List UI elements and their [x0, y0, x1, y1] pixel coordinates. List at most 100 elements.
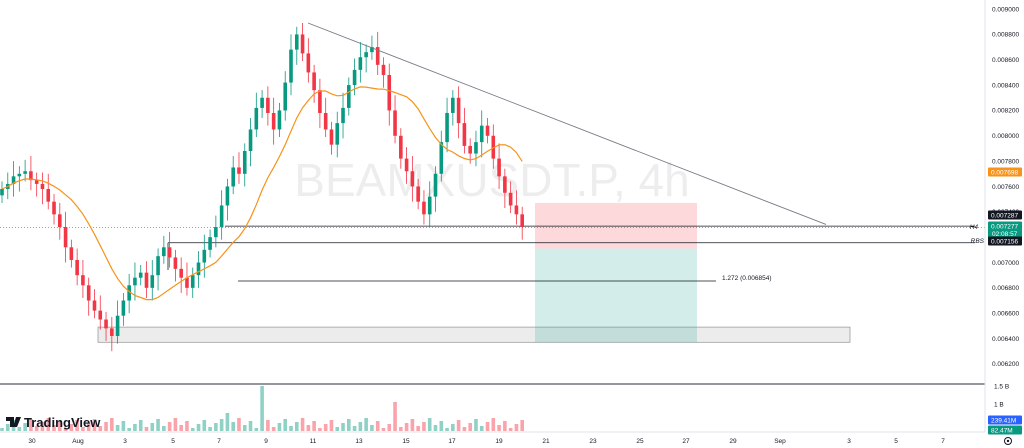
candle: [456, 86, 461, 139]
candle: [393, 95, 397, 144]
candle-body: [185, 277, 189, 288]
candle-body: [312, 72, 316, 91]
volume-bar: [225, 413, 230, 431]
candle-body: [433, 173, 438, 197]
candle-body: [341, 107, 345, 124]
candle: [451, 90, 455, 126]
candle: [306, 38, 311, 83]
time-tick-label: 21: [542, 438, 550, 445]
volume-bar: [196, 424, 201, 431]
take-profit-zone[interactable]: [535, 248, 697, 343]
candle: [23, 159, 27, 182]
time-tick-label: 9: [264, 438, 268, 445]
time-tick-label: 30: [28, 438, 36, 445]
candle-body: [462, 123, 467, 146]
volume-bar: [271, 427, 276, 431]
candle: [173, 249, 178, 282]
price-tick-label: 0.006400: [992, 336, 1019, 343]
candle-body: [404, 158, 409, 172]
candle: [358, 42, 363, 83]
candle: [46, 173, 51, 210]
candle-body: [497, 158, 501, 177]
price-axis[interactable]: 0.009000 0.008800 0.008600 0.008400 0.008200…: [992, 6, 1019, 368]
candle: [121, 292, 126, 326]
volume-bar: [439, 421, 444, 431]
candle-body: [358, 57, 363, 70]
candle-body: [508, 192, 513, 206]
candle-body: [46, 189, 51, 202]
candle-body: [11, 176, 16, 184]
candle-body: [474, 142, 478, 154]
candle: [416, 178, 420, 210]
drawing-zones[interactable]: [97, 202, 851, 343]
candle: [17, 166, 22, 192]
countdown-label: 02:08:57: [992, 231, 1018, 238]
volume-bar: [520, 420, 524, 431]
volume-bar: [283, 419, 288, 431]
demand-zone[interactable]: [97, 326, 851, 343]
volume-bar: [508, 428, 513, 431]
candle-body: [427, 196, 432, 215]
candle: [427, 181, 432, 228]
candle-body: [491, 135, 496, 159]
volume-bar: [300, 418, 305, 431]
volume-bar: [237, 418, 241, 431]
candle: [422, 190, 426, 225]
time-tick-label: 3: [123, 438, 127, 445]
candle: [254, 92, 259, 138]
candle: [289, 34, 293, 96]
volume-bar: [167, 422, 172, 431]
candle: [514, 190, 519, 225]
time-tick-label: 13: [355, 438, 363, 445]
candle: [98, 295, 103, 330]
candle-body: [410, 171, 415, 187]
volume-bar: [289, 426, 293, 431]
candle-body: [110, 328, 114, 336]
time-axis[interactable]: 30 Aug 3 5 7 9 11 13 15 17 19 21 23 25 27 29 Sep 3 5 7: [28, 438, 945, 445]
symbol-watermark: BEAMXUSDT.P, 4h: [294, 154, 689, 206]
candle: [266, 86, 270, 126]
candle: [294, 26, 299, 65]
price-tick-label: 0.009000: [992, 6, 1019, 13]
volume-bar: [208, 427, 212, 431]
volume-bar: [323, 424, 328, 431]
volume-bar: [514, 424, 519, 431]
time-tick-label: 5: [171, 438, 175, 445]
candle: [127, 273, 131, 314]
trendline[interactable]: [307, 22, 827, 225]
descending-trendline[interactable]: [307, 22, 827, 225]
candle-body: [242, 150, 247, 174]
candle: [283, 71, 288, 121]
gear-icon[interactable]: [1004, 437, 1012, 445]
volume-bar: [375, 421, 380, 431]
candle: [231, 156, 235, 195]
candle-body: [115, 315, 120, 336]
volume-bar: [40, 422, 45, 431]
volume-bar: [427, 418, 432, 431]
price-tick-label: 0.006800: [992, 285, 1019, 292]
candle-body: [225, 186, 230, 206]
candle-body: [445, 112, 449, 143]
candle: [225, 178, 230, 221]
volume-bar: [92, 419, 97, 431]
volume-bar: [294, 422, 299, 431]
tradingview-logo[interactable]: TradingView: [6, 415, 101, 430]
candle-body: [0, 189, 4, 196]
candle-body: [52, 201, 56, 215]
candle: [375, 31, 380, 75]
candle: [497, 143, 501, 189]
volume-bar: [456, 420, 461, 431]
candle: [208, 229, 212, 258]
volume-bar: [266, 420, 270, 431]
candle: [63, 211, 68, 263]
volume-bar: [58, 421, 62, 431]
horizontal-levels[interactable]: [0, 225, 985, 282]
candle-body: [231, 167, 235, 187]
candle: [381, 57, 386, 88]
volume-bar: [433, 425, 438, 431]
time-tick-label: 3: [847, 438, 851, 445]
volume-bar: [242, 425, 247, 431]
candle: [485, 118, 490, 144]
volume-bar: [312, 421, 316, 431]
